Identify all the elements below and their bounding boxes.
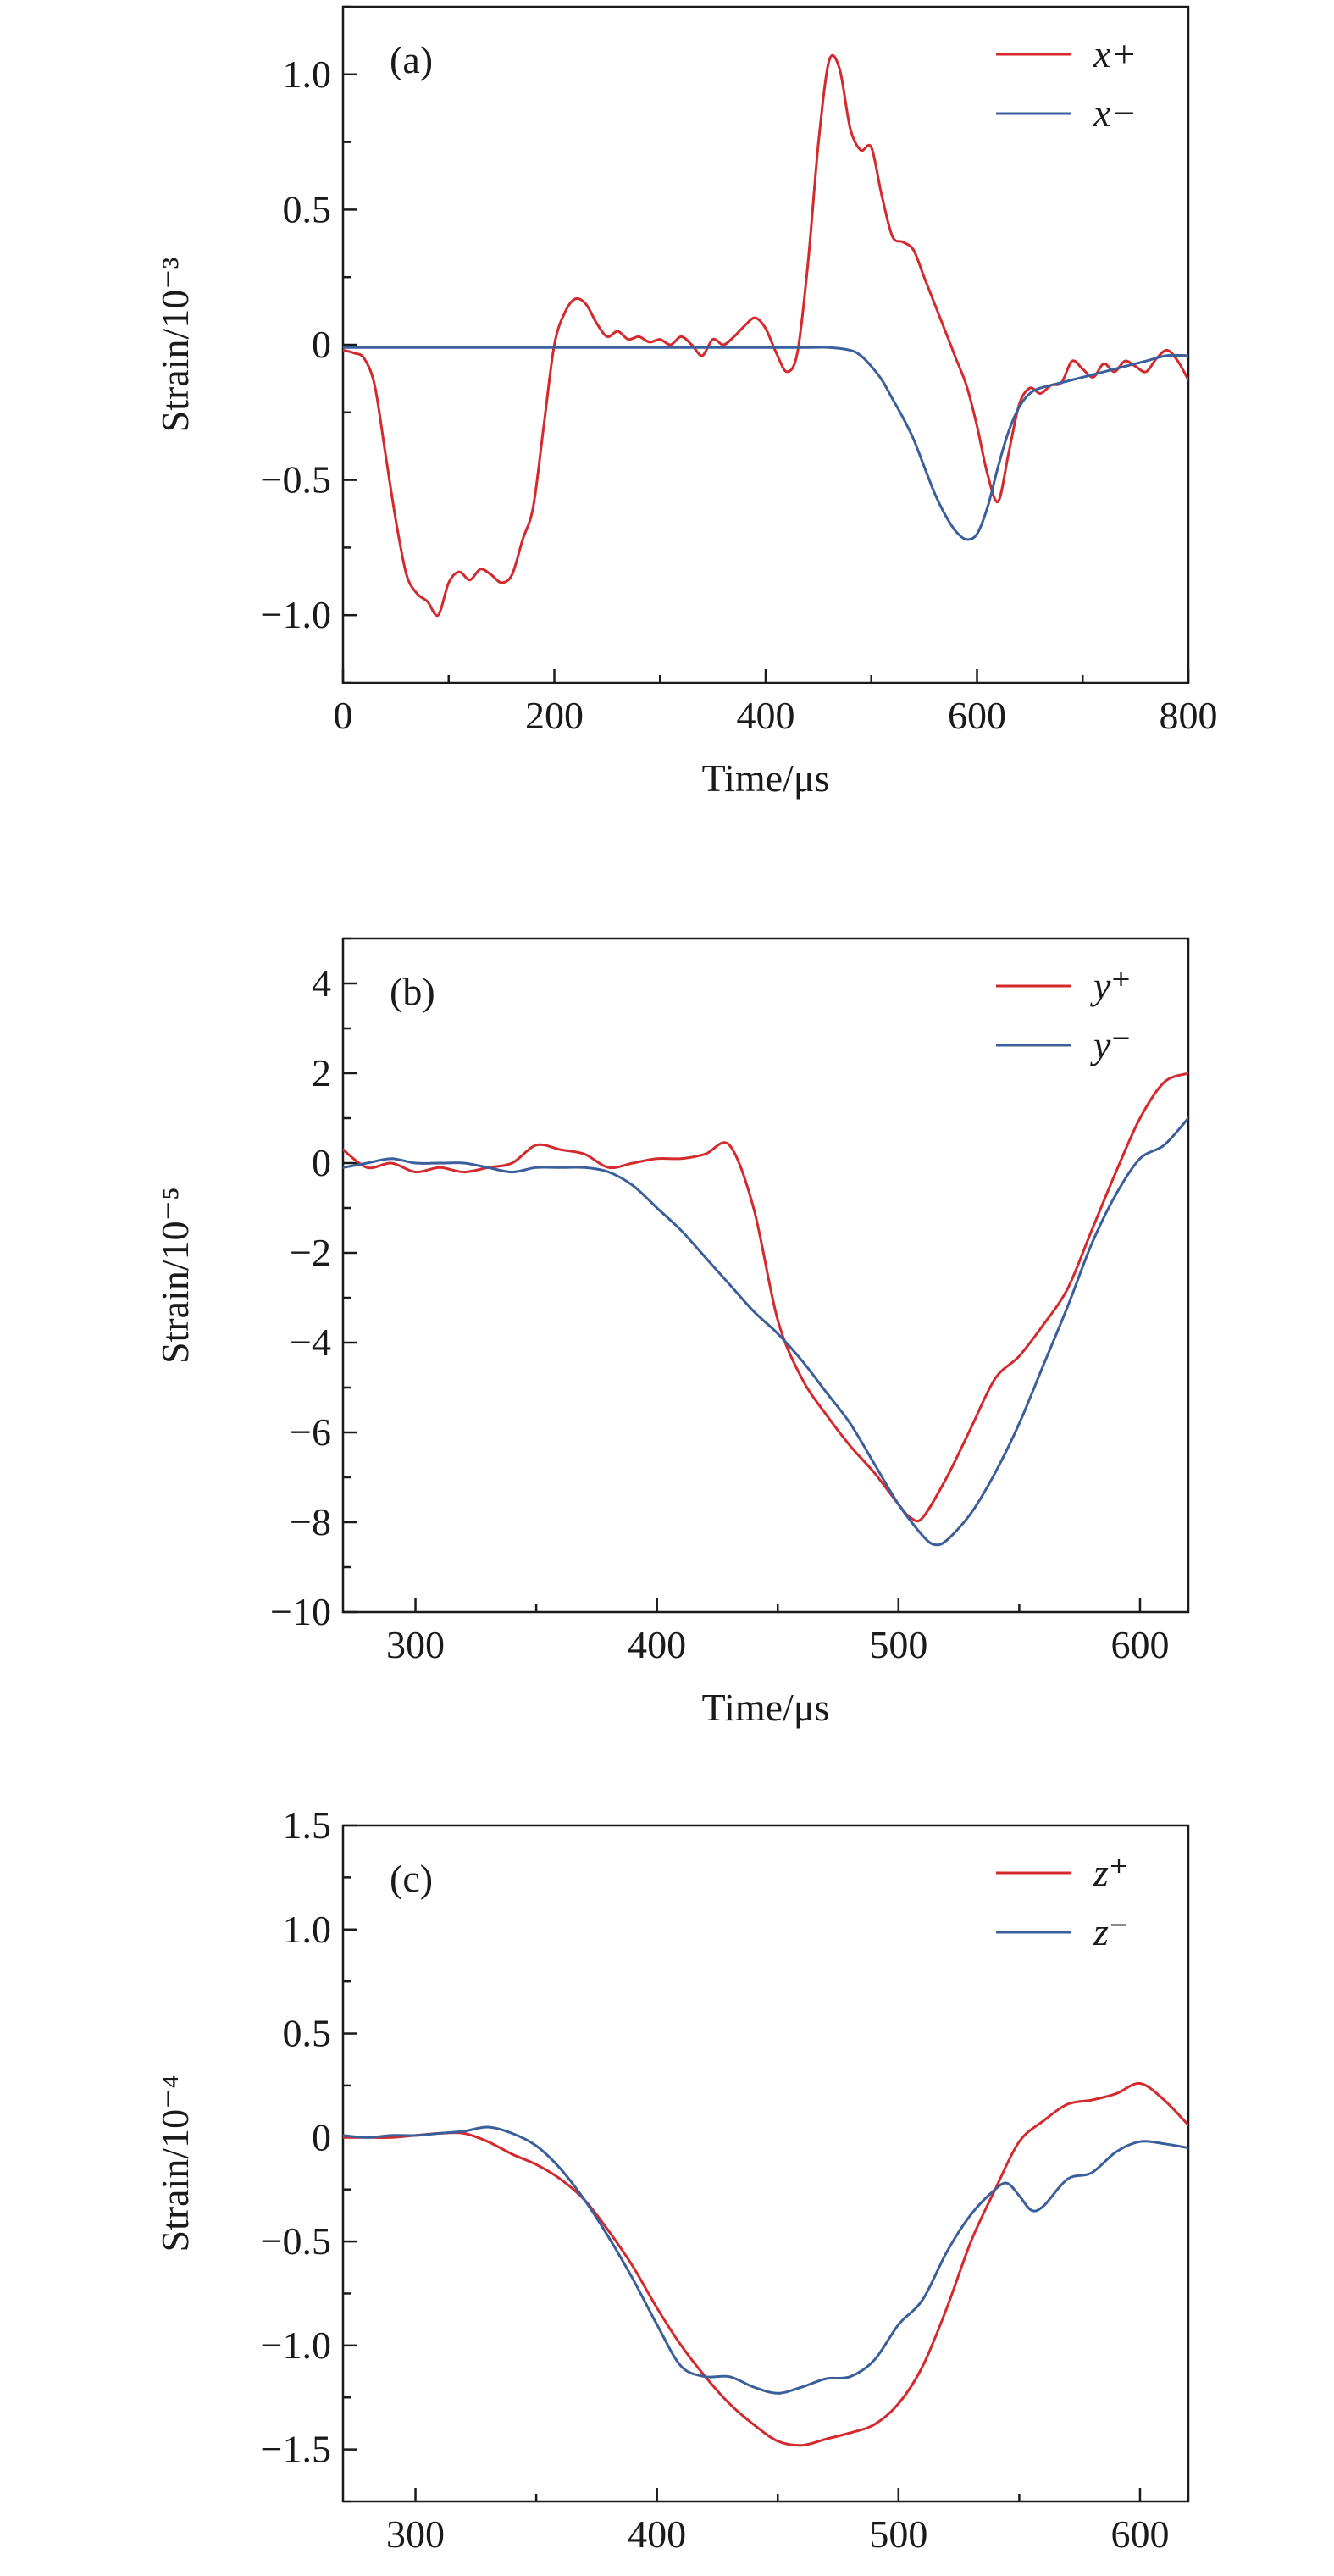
y-tick-label: 1.0 — [283, 53, 332, 96]
series-line-plus — [343, 53, 1188, 618]
legend-label: x+ — [1093, 32, 1137, 75]
y-tick-label: −1.5 — [261, 2428, 331, 2471]
y-tick-label: 0.5 — [283, 2012, 332, 2055]
x-tick-label: 600 — [1110, 1623, 1169, 1666]
y-tick-label: 0 — [312, 1141, 331, 1184]
x-tick-label: 600 — [948, 694, 1006, 737]
y-tick-label: −6 — [290, 1410, 331, 1454]
x-tick-label: 300 — [386, 2512, 445, 2556]
x-axis-label: Time/μs — [702, 756, 830, 800]
y-tick-label: −4 — [290, 1321, 331, 1364]
x-tick-label: 400 — [628, 2512, 686, 2556]
chart-panel-a: 0 200 400 600 800 1.0 0.5 0 −0.5 −1.0 Time/μs Strai… — [153, 5, 1218, 800]
x-axis-label: Time/μs — [702, 1686, 830, 1729]
y-tick-label: 0 — [312, 323, 331, 366]
x-tick-label: 400 — [628, 1623, 686, 1666]
y-tick-label: 0 — [312, 2115, 331, 2158]
y-tick-label: 1.0 — [283, 1908, 332, 1951]
x-tick-label: 200 — [525, 694, 584, 737]
series-line-plus — [343, 2081, 1188, 2447]
y-tick-label: 1.5 — [283, 1803, 332, 1847]
series-line-minus — [343, 2125, 1188, 2395]
chart-panel-c: 3004005006001.51.00.50−0.5−1.0−1.5Time/μ… — [153, 1803, 1190, 2576]
x-tick-label: 500 — [869, 2512, 927, 2556]
y-axis-label: Strain/10⁻³ — [153, 258, 197, 433]
y-axis-label: Strain/10⁻⁴ — [153, 2075, 197, 2252]
y-tick-label: −8 — [290, 1500, 331, 1543]
panel-label: (c) — [390, 1857, 433, 1900]
legend-label: z⁺ — [1093, 1851, 1129, 1894]
series-line-minus — [343, 1116, 1188, 1547]
y-axis-label: Strain/10⁻⁵ — [153, 1187, 197, 1364]
series-line-plus — [343, 1072, 1188, 1523]
plot-frame — [341, 5, 1190, 684]
y-tick-label: −10 — [270, 1590, 331, 1633]
legend-label: z⁻ — [1093, 1910, 1129, 1953]
x-tick-label: 600 — [1110, 2512, 1169, 2556]
y-tick-label: −0.5 — [261, 458, 331, 501]
plot-frame — [341, 1824, 1190, 2503]
x-tick-label: 400 — [737, 694, 795, 737]
y-tick-label: −1.0 — [261, 2324, 331, 2367]
legend-label: y⁺ — [1090, 964, 1132, 1007]
y-tick-label: −0.5 — [261, 2219, 331, 2263]
panel-label: (b) — [390, 970, 435, 1013]
x-tick-label: 800 — [1160, 694, 1218, 737]
x-tick-label: 0 — [334, 694, 353, 737]
x-tick-label: 500 — [869, 1623, 927, 1666]
y-tick-label: −2 — [290, 1231, 331, 1274]
y-tick-label: 4 — [312, 961, 331, 1005]
series-line-minus — [343, 346, 1188, 541]
x-tick-label: 300 — [386, 1623, 445, 1666]
legend-label: x− — [1093, 91, 1137, 135]
legend-label: y⁻ — [1090, 1023, 1132, 1066]
panel-label: (a) — [390, 38, 433, 81]
chart-panel-b: 300 400 500 600 4 2 0 −2 −4 −6 −8 −10 Time/μs Strain/… — [153, 937, 1190, 1729]
y-tick-label: 0.5 — [283, 187, 332, 230]
y-tick-label: −1.0 — [261, 593, 331, 636]
y-tick-label: 2 — [312, 1051, 331, 1094]
plot-frame — [341, 937, 1190, 1614]
